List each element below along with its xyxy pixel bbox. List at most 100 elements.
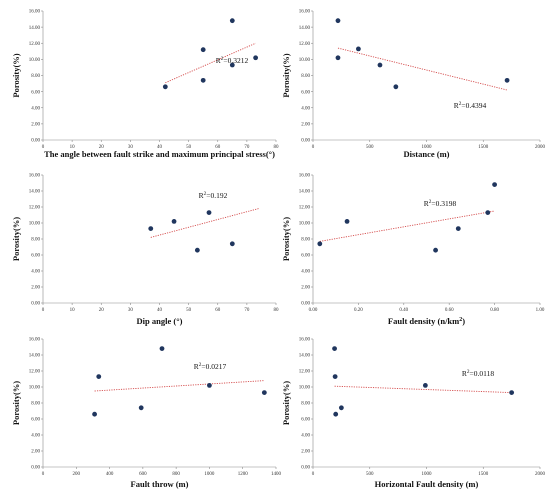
x-tick-label: 0.00 bbox=[309, 308, 318, 313]
chart-panel-5: 0.00 2.00 4.00 6.00 8.00 10.00 12.00 14.00 16.00… bbox=[11, 338, 282, 489]
data-point bbox=[207, 383, 212, 388]
y-tick-label: 6.00 bbox=[31, 254, 40, 259]
y-tick-label: 14.00 bbox=[29, 190, 41, 195]
y-tick-label: 16.00 bbox=[299, 10, 311, 15]
x-axis-title: Distance (m) bbox=[403, 149, 449, 159]
x-tick-label: 0 bbox=[312, 145, 315, 150]
x-tick-label: 70 bbox=[244, 308, 250, 313]
y-tick-label: 2.00 bbox=[301, 450, 310, 455]
data-point bbox=[509, 390, 515, 395]
x-tick-label: 0.80 bbox=[490, 308, 499, 313]
y-tick-label: 12.00 bbox=[29, 42, 41, 47]
data-point bbox=[393, 84, 399, 90]
y-tick-label: 12.00 bbox=[299, 206, 311, 211]
data-point bbox=[194, 247, 200, 253]
y-tick-label: 10.00 bbox=[299, 222, 311, 227]
data-point bbox=[92, 411, 97, 417]
y-tick-label: 14.00 bbox=[299, 190, 311, 195]
data-point bbox=[200, 77, 206, 83]
x-tick-label: 20 bbox=[99, 308, 105, 313]
x-tick-label: 10 bbox=[70, 145, 76, 150]
x-tick-label: 0.20 bbox=[354, 308, 363, 313]
y-tick-label: 2.00 bbox=[31, 450, 40, 455]
y-tick-label: 8.00 bbox=[301, 74, 310, 79]
r-squared-label: R2=0.4394 bbox=[454, 101, 487, 110]
y-tick-label: 2.00 bbox=[301, 123, 310, 128]
x-tick-label: 0 bbox=[42, 145, 45, 150]
chart-panel-2: 0.00 2.00 4.00 6.00 8.00 10.00 12.00 14.00 16.00… bbox=[281, 10, 546, 159]
y-tick-label: 6.00 bbox=[31, 418, 40, 423]
y-tick-label: 12.00 bbox=[29, 370, 41, 375]
x-axis-title: The angle between fault strike and maxim… bbox=[44, 149, 275, 159]
data-point bbox=[335, 18, 341, 24]
y-tick-label: 4.00 bbox=[31, 106, 40, 111]
y-tick-label: 0.00 bbox=[31, 466, 40, 471]
y-tick-label: 16.00 bbox=[299, 174, 311, 179]
y-tick-label: 10.00 bbox=[299, 58, 311, 63]
x-tick-label: 1200 bbox=[238, 472, 249, 477]
data-point bbox=[200, 47, 206, 53]
y-tick-label: 10.00 bbox=[29, 386, 41, 391]
x-tick-label: 0 bbox=[42, 472, 45, 477]
y-axis-title: Porosity(%) bbox=[11, 217, 21, 261]
y-tick-label: 12.00 bbox=[299, 370, 311, 375]
x-tick-label: 200 bbox=[73, 472, 81, 477]
y-axis-title: Porosity(%) bbox=[281, 217, 291, 261]
y-tick-label: 2.00 bbox=[301, 286, 310, 291]
x-tick-label: 2000 bbox=[535, 472, 546, 477]
y-tick-label: 8.00 bbox=[31, 238, 40, 243]
r-squared-label: R2=0.0118 bbox=[462, 369, 494, 378]
data-point bbox=[229, 241, 235, 247]
data-point bbox=[96, 374, 102, 379]
y-axis-title: Porosity(%) bbox=[281, 381, 291, 425]
y-tick-label: 6.00 bbox=[301, 418, 310, 423]
x-tick-label: 40 bbox=[157, 145, 163, 150]
y-tick-label: 4.00 bbox=[301, 106, 310, 111]
y-tick-label: 16.00 bbox=[29, 10, 41, 15]
y-tick-label: 6.00 bbox=[301, 90, 310, 95]
y-tick-label: 4.00 bbox=[301, 270, 310, 275]
x-tick-label: 10 bbox=[70, 308, 76, 313]
data-point bbox=[317, 241, 323, 247]
data-point bbox=[206, 210, 212, 216]
chart-panel-6: 0.00 2.00 4.00 6.00 8.00 10.00 12.00 14.00 16.00… bbox=[281, 338, 546, 489]
y-axis-title: Porosity(%) bbox=[11, 381, 21, 425]
r-squared-label: R2=0.3212 bbox=[216, 56, 249, 65]
y-tick-label: 14.00 bbox=[299, 26, 311, 31]
x-tick-label: 40 bbox=[157, 308, 163, 313]
y-tick-label: 16.00 bbox=[299, 338, 311, 343]
data-point bbox=[229, 18, 235, 24]
y-tick-label: 8.00 bbox=[31, 402, 40, 407]
y-tick-label: 4.00 bbox=[301, 434, 310, 439]
r-squared-label: R2=0.192 bbox=[199, 191, 228, 200]
y-tick-label: 6.00 bbox=[301, 254, 310, 259]
x-tick-label: 1.00 bbox=[536, 308, 545, 313]
data-point bbox=[333, 411, 339, 417]
y-tick-label: 0.00 bbox=[31, 139, 40, 144]
x-tick-label: 0.40 bbox=[399, 308, 408, 313]
data-point bbox=[504, 77, 510, 83]
y-tick-label: 10.00 bbox=[299, 386, 311, 391]
y-tick-label: 4.00 bbox=[31, 434, 40, 439]
trendline bbox=[334, 385, 512, 394]
y-tick-label: 12.00 bbox=[299, 42, 311, 47]
x-tick-label: 70 bbox=[244, 145, 250, 150]
y-tick-label: 4.00 bbox=[31, 270, 40, 275]
data-point bbox=[171, 219, 177, 224]
y-tick-label: 12.00 bbox=[29, 206, 41, 211]
x-tick-label: 60 bbox=[215, 308, 221, 313]
x-tick-label: 0.60 bbox=[445, 308, 454, 313]
x-tick-label: 400 bbox=[106, 472, 114, 477]
trendline bbox=[94, 380, 265, 392]
data-point bbox=[356, 46, 361, 52]
x-tick-label: 1000 bbox=[422, 472, 433, 477]
data-point bbox=[377, 62, 383, 68]
x-tick-label: 60 bbox=[215, 145, 221, 150]
data-point bbox=[159, 346, 165, 351]
x-tick-label: 50 bbox=[186, 308, 192, 313]
y-tick-label: 2.00 bbox=[31, 123, 40, 128]
data-point bbox=[148, 226, 154, 232]
x-tick-label: 1500 bbox=[478, 472, 489, 477]
data-point bbox=[162, 84, 168, 90]
